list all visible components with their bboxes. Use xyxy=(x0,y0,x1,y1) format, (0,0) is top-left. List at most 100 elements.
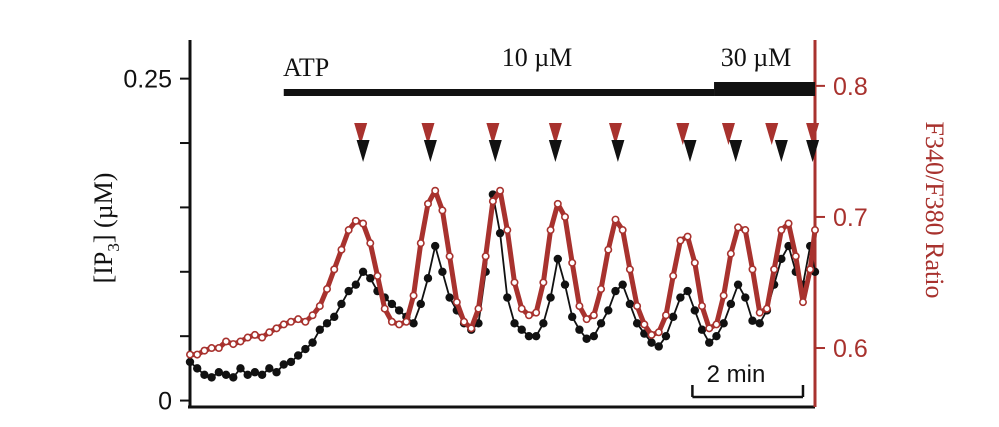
ip3-point xyxy=(358,267,368,276)
ip3-point xyxy=(755,319,764,328)
ip3-point xyxy=(221,370,231,380)
ratio-point xyxy=(625,265,634,274)
ip3-point xyxy=(748,316,757,325)
ip3-point xyxy=(611,286,620,296)
stimulus-label: ATP xyxy=(283,53,329,82)
ratio-point xyxy=(474,304,483,313)
ratio-point xyxy=(618,226,627,235)
ratio-point xyxy=(423,199,432,208)
calcium-peak-marker xyxy=(421,123,435,145)
ip3-peak-marker xyxy=(774,140,788,162)
ratio-point xyxy=(734,223,743,232)
ratio-point xyxy=(748,265,757,274)
ratio-point xyxy=(647,330,656,339)
ip3-point xyxy=(539,319,548,328)
ip3-point xyxy=(185,357,195,367)
ratio-point xyxy=(810,226,819,235)
ip3-point xyxy=(712,331,721,341)
ip3-point xyxy=(293,351,303,360)
ratio-series xyxy=(186,186,819,359)
ratio-point xyxy=(380,304,389,313)
ip3-point xyxy=(777,254,786,264)
ratio-point xyxy=(409,291,418,300)
right-axis-tick-label: 0.6 xyxy=(833,335,868,363)
stimulus-segment-label-30: 30 µM xyxy=(721,43,792,72)
ratio-point xyxy=(286,317,295,326)
ip3-point xyxy=(416,299,425,309)
ip3-point xyxy=(510,319,519,328)
ratio-point xyxy=(258,333,267,342)
ip3-point xyxy=(394,306,404,315)
ratio-point xyxy=(330,265,339,274)
ratio-point xyxy=(438,206,447,215)
ratio-point xyxy=(359,219,368,228)
ratio-point xyxy=(575,302,584,311)
ratio-point xyxy=(611,215,620,224)
ratio-point xyxy=(200,346,209,355)
ip3-point xyxy=(654,342,663,351)
ratio-point xyxy=(214,344,223,353)
ip3-peak-marker xyxy=(423,140,437,162)
ratio-point xyxy=(315,302,324,311)
ratio-point xyxy=(582,315,591,324)
ratio-point xyxy=(762,304,771,313)
ip3-point xyxy=(683,286,692,296)
ratio-point xyxy=(633,302,642,311)
ip3-point xyxy=(409,319,418,328)
ip3-line xyxy=(189,193,816,379)
ratio-point xyxy=(676,236,685,245)
ip3-point xyxy=(495,228,505,238)
ip3-point xyxy=(286,357,296,367)
ratio-point xyxy=(755,308,764,317)
ip3-peak-marker xyxy=(356,140,370,162)
ratio-point xyxy=(279,320,288,329)
ip3-point xyxy=(632,319,642,328)
ratio-point xyxy=(243,333,252,342)
ip3-point xyxy=(596,319,606,328)
ratio-point xyxy=(741,226,750,235)
ip3-point xyxy=(618,280,627,289)
ratio-point xyxy=(683,232,692,241)
calcium-peak-marker xyxy=(354,123,368,145)
ip3-point xyxy=(668,312,678,322)
ratio-point xyxy=(402,317,411,326)
ip3-point xyxy=(330,312,339,322)
ip3-peak-marker xyxy=(548,140,562,162)
ratio-point xyxy=(344,226,353,235)
ip3-point xyxy=(337,299,346,309)
ip3-point xyxy=(438,267,447,276)
ip3-point xyxy=(308,338,317,347)
axes-layer: 0 0.25 0.6 0.7 0.8 xyxy=(123,40,868,416)
ip3-point xyxy=(272,368,281,377)
ratio-point xyxy=(791,252,800,261)
ratio-point xyxy=(416,239,425,248)
ip3-point xyxy=(531,331,541,341)
ratio-point xyxy=(726,249,735,258)
ip3-point xyxy=(445,293,454,302)
ip3-point xyxy=(546,293,555,302)
stimulus-segment-label-10: 10 µM xyxy=(502,43,573,72)
ip3-point xyxy=(582,334,591,343)
ip3-point xyxy=(741,293,750,302)
ratio-point xyxy=(186,350,195,359)
ratio-point xyxy=(452,298,461,307)
calcium-peak-marker xyxy=(676,123,690,145)
ratio-point xyxy=(597,285,606,294)
ip3-point xyxy=(726,299,736,309)
ip3-point xyxy=(676,293,685,302)
ip3-point xyxy=(697,325,707,334)
ip3-peak-marker xyxy=(611,140,625,162)
ratio-point xyxy=(236,337,245,346)
ratio-point xyxy=(640,320,649,329)
ip3-point xyxy=(705,338,714,347)
ratio-point xyxy=(510,278,519,287)
ip3-series xyxy=(185,190,820,382)
peak-markers xyxy=(354,123,820,162)
ip3-point xyxy=(250,368,260,377)
ip3-peak-marker xyxy=(488,140,502,162)
ip3-point xyxy=(315,325,325,334)
ratio-point xyxy=(301,317,310,326)
ratio-point xyxy=(222,337,231,346)
ip3-point xyxy=(193,364,202,373)
ip3-point xyxy=(207,373,216,382)
